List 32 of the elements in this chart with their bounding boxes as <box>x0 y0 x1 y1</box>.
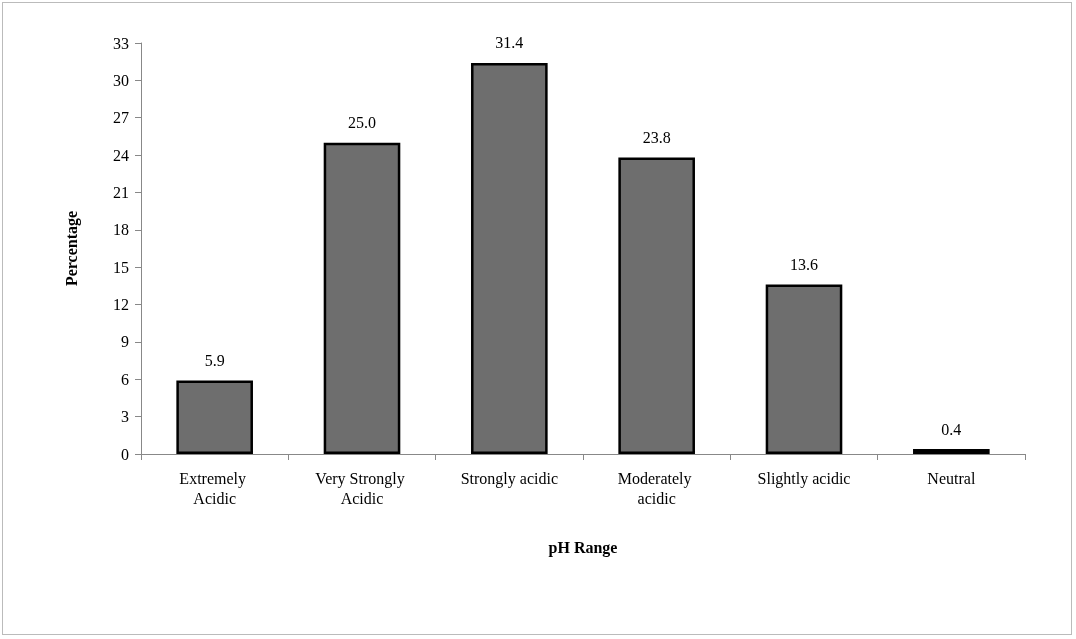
x-tick-label: Extremely Acidic <box>179 469 250 507</box>
data-label: 13.6 <box>790 256 818 274</box>
bar <box>913 449 990 454</box>
y-tick-label: 21 <box>113 183 129 201</box>
x-tick-label: Neutral <box>927 469 976 487</box>
y-tick-label: 12 <box>113 296 129 314</box>
bar <box>471 62 548 454</box>
y-tick-label: 9 <box>121 333 129 351</box>
x-tick-label: Moderately acidic <box>617 469 696 507</box>
y-tick-label: 6 <box>121 370 129 388</box>
data-label: 23.8 <box>642 129 671 147</box>
y-tick-label: 33 <box>113 34 129 52</box>
bar <box>176 380 253 454</box>
y-tick-label: 27 <box>113 109 129 127</box>
y-tick-label: 0 <box>121 445 129 463</box>
bar <box>618 157 695 454</box>
bar <box>765 284 843 454</box>
y-tick-label: 15 <box>113 258 129 276</box>
y-tick-label: 18 <box>113 221 129 239</box>
x-axis-title: pH Range <box>548 538 618 557</box>
x-tick-label: Slightly acidic <box>757 469 851 488</box>
y-tick-label: 24 <box>113 146 129 164</box>
data-label: 25.0 <box>348 114 376 132</box>
data-label: 5.9 <box>204 352 225 370</box>
data-label: 31.4 <box>495 34 524 52</box>
data-label: 0.4 <box>941 420 962 438</box>
y-tick-label: 30 <box>113 71 129 89</box>
bar <box>323 142 401 454</box>
y-tick-label: 3 <box>121 408 129 426</box>
x-tick-label: Strongly acidic <box>460 469 558 488</box>
y-axis-title: Percentage <box>62 210 81 287</box>
x-tick-label: Very Strongly Acidic <box>315 469 409 507</box>
